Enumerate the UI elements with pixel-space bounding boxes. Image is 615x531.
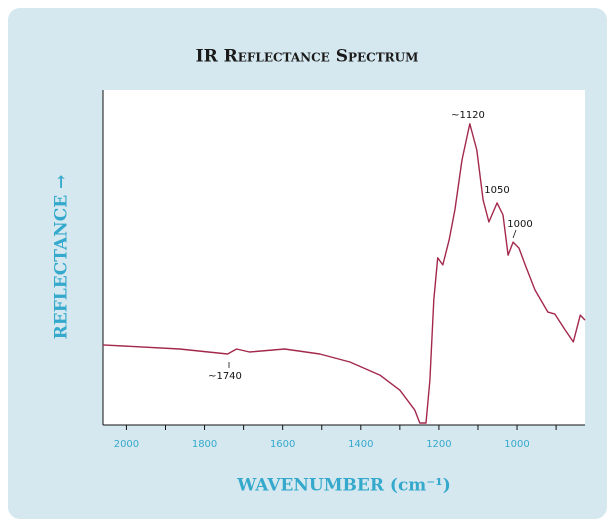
x-tick-label: 1600 [270, 439, 295, 450]
annotation: ~1740 [208, 371, 242, 382]
x-tick-label: 1800 [192, 439, 217, 450]
y-axis-label: REFLECTANCE → [52, 175, 72, 340]
spectrum-line [102, 123, 586, 424]
x-tick-label: 1000 [504, 439, 529, 450]
x-axis-label: WAVENUMBER (cm⁻¹) [236, 476, 451, 496]
plot-area [103, 90, 585, 425]
x-tick-label: 2000 [114, 439, 139, 450]
annotation-pointer [512, 229, 517, 239]
x-tick-label: 1200 [426, 439, 451, 450]
x-tick-label: 1400 [348, 439, 373, 450]
annotation: 1050 [484, 185, 509, 196]
chart-title: IR Reflectance Spectrum [196, 47, 419, 67]
annotation: 1000 [507, 219, 532, 230]
annotation: ~1120 [451, 110, 485, 121]
